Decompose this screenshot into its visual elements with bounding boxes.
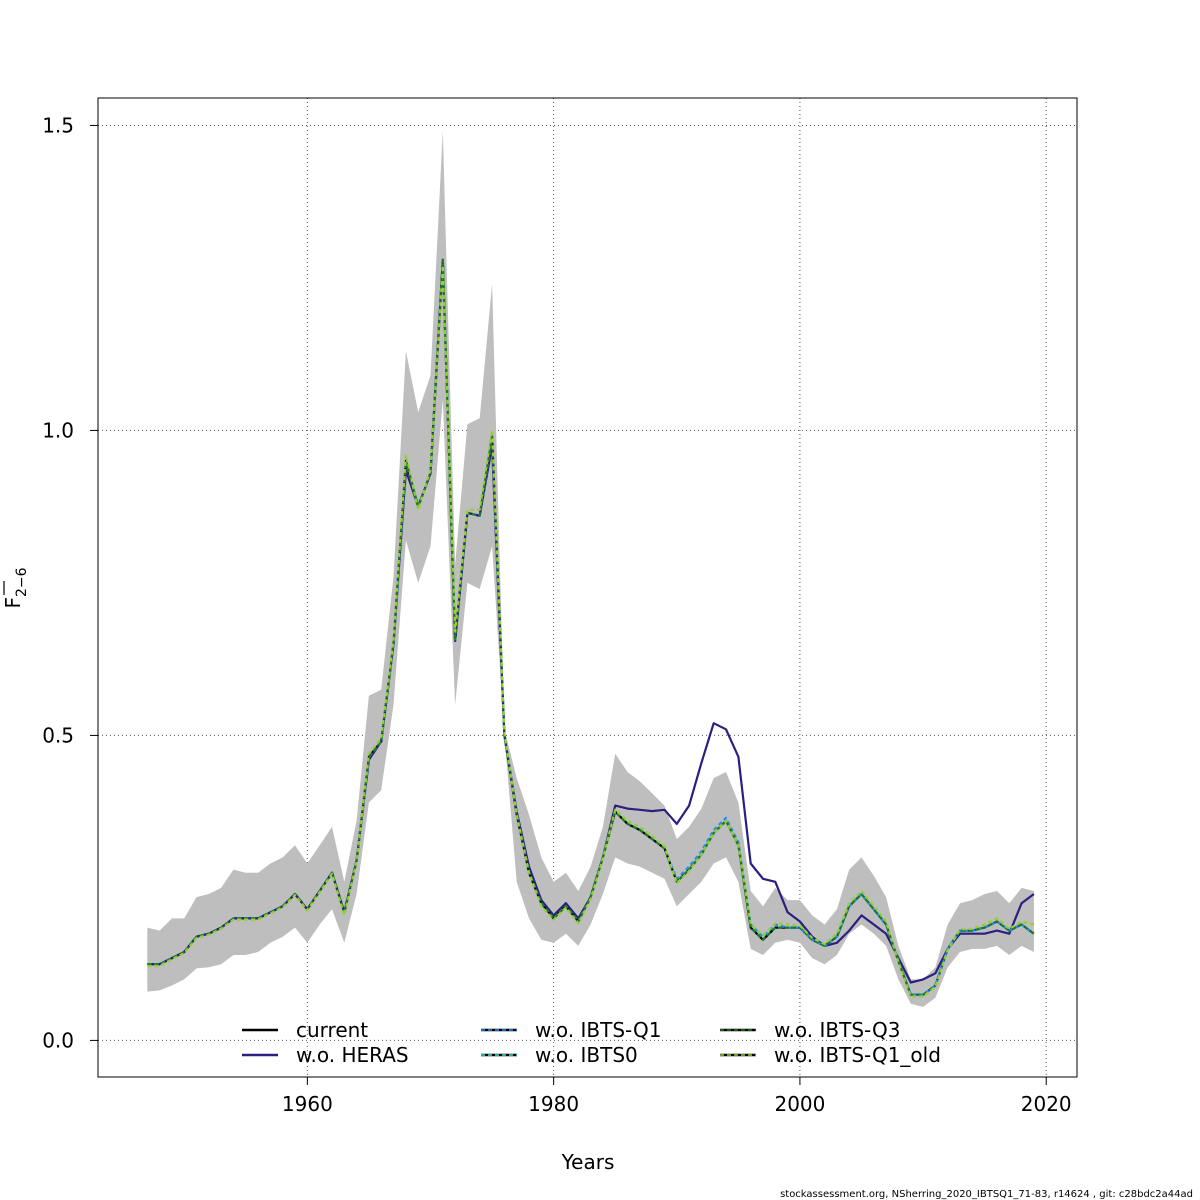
y-tick-label: 1.5 — [42, 113, 74, 137]
x-tick-label: 1980 — [528, 1092, 579, 1116]
y-tick-label: 0.5 — [42, 723, 74, 747]
legend-label: w.o. IBTS-Q1 — [535, 1018, 661, 1042]
confidence-band — [147, 131, 1034, 1007]
legend-item-5: w.o. IBTS-Q1_old — [720, 1043, 941, 1067]
y-axis: 0.0 0.5 1.0 1.5 — [42, 113, 98, 1052]
legend-label: w.o. IBTS-Q1_old — [774, 1043, 941, 1067]
y-tick-label: 0.0 — [42, 1028, 74, 1052]
series-line-5 — [147, 264, 1035, 998]
series-lines — [147, 258, 1035, 998]
x-axis-title: Years — [561, 1150, 615, 1174]
footer-credit: stockassessment.org, NSherring_2020_IBTS… — [780, 1189, 1193, 1200]
x-tick-label: 1960 — [282, 1092, 333, 1116]
legend-label: w.o. IBTS-Q3 — [774, 1018, 900, 1042]
y-axis-title: F2−6 — [1, 567, 30, 608]
x-tick-label: 2000 — [774, 1092, 825, 1116]
plot-frame — [97, 97, 1078, 1078]
x-tick-label: 2020 — [1021, 1092, 1072, 1116]
legend-label: current — [296, 1018, 368, 1042]
legend-item-0: current — [242, 1018, 368, 1042]
series-line-4 — [147, 258, 1035, 996]
legend-item-2: w.o. IBTS-Q1 — [481, 1018, 661, 1042]
x-axis: 1960 1980 2000 2020 — [282, 1077, 1072, 1116]
legend-label: w.o. HERAS — [296, 1043, 409, 1067]
y-tick-label: 1.0 — [42, 418, 74, 442]
legend-label: w.o. IBTS0 — [535, 1043, 638, 1067]
y-axis-title-sub: 2−6 — [14, 567, 30, 597]
legend-item-1: w.o. HERAS — [242, 1043, 409, 1067]
y-axis-title-main: F — [1, 597, 25, 609]
legend-item-3: w.o. IBTS0 — [481, 1043, 638, 1067]
svg-text:F2−6: F2−6 — [1, 567, 30, 608]
legend-item-4: w.o. IBTS-Q3 — [720, 1018, 900, 1042]
